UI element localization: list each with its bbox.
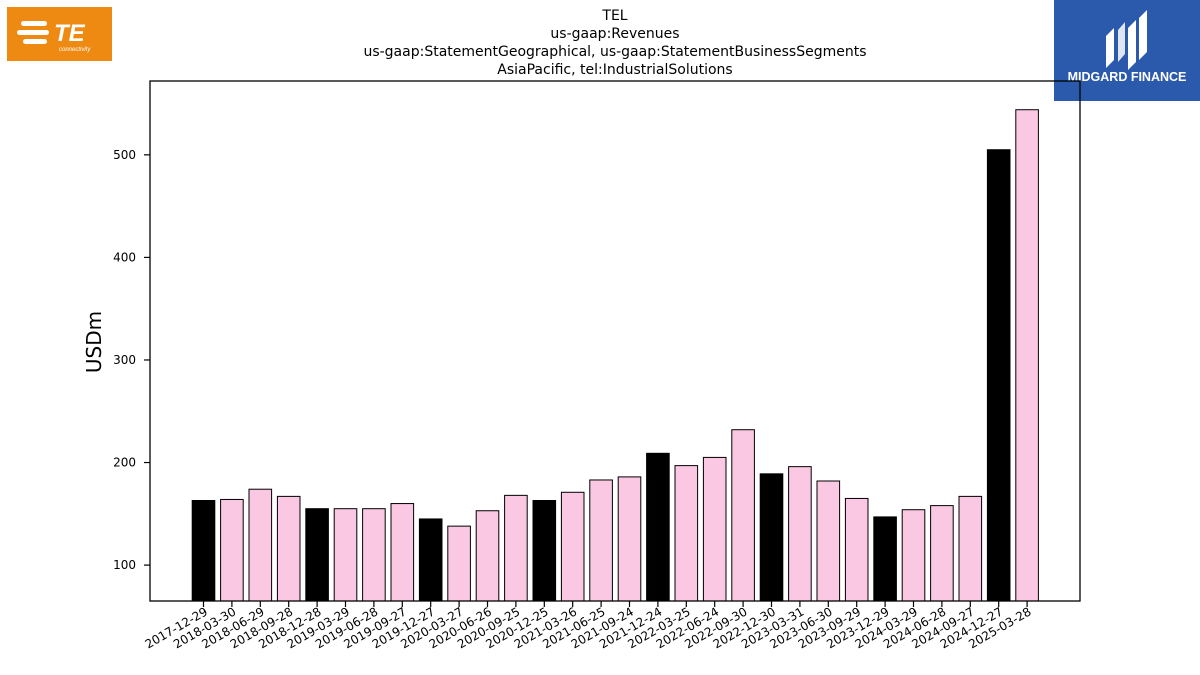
chart-title: TEL	[602, 8, 628, 24]
y-axis-label: USDm	[82, 311, 106, 373]
chart-subtitle-metric: us-gaap:Revenues	[550, 26, 680, 42]
chart-subtitle-members: AsiaPacific, tel:IndustrialSolutions	[497, 62, 733, 78]
bar-2023-06-30	[816, 480, 841, 602]
bar-2022-06-24	[702, 456, 727, 602]
bar-2018-03-30	[220, 498, 244, 602]
bar-2018-06-29	[248, 488, 273, 602]
bar-2020-03-27	[447, 525, 471, 602]
bar-2019-06-28	[362, 508, 386, 602]
midgard-logo-text: MIDGARD FINANCE	[1068, 70, 1187, 84]
bar-2021-09-24	[617, 476, 642, 602]
bar-2019-03-29	[333, 508, 358, 602]
bar-2024-03-29	[901, 509, 926, 602]
bar-2019-12-27	[418, 518, 443, 602]
bar-2021-06-25	[589, 479, 613, 602]
bar-2020-09-25	[504, 494, 528, 602]
x-axis: 2017-12-292018-03-302018-06-292018-09-28…	[143, 601, 1034, 651]
bar-2022-03-25	[674, 465, 699, 602]
chart-title-block: TEL us-gaap:Revenues us-gaap:StatementGe…	[150, 7, 1080, 79]
te-logo-text: TE	[54, 20, 86, 47]
bar-2025-03-28	[1015, 109, 1039, 602]
y-tick-label: 300	[113, 353, 136, 367]
y-tick-label: 500	[113, 148, 136, 162]
bar-2019-09-27	[390, 503, 415, 602]
midgard-logo-mark: MIDGARD FINANCE	[1068, 10, 1187, 84]
midgard-finance-logo: MIDGARD FINANCE	[1054, 0, 1200, 101]
bar-2024-06-28	[930, 505, 954, 602]
chart-subtitle-axes: us-gaap:StatementGeographical, us-gaap:S…	[363, 44, 867, 60]
bar-2020-12-25	[532, 499, 557, 602]
bar-2023-03-31	[788, 466, 812, 602]
bar-2021-03-26	[560, 491, 585, 602]
te-logo-mark: TE connectivity	[17, 20, 91, 53]
te-logo-subtext: connectivity	[59, 47, 91, 53]
bar-2024-09-27	[958, 495, 983, 602]
bar-2022-12-30	[759, 473, 784, 602]
y-tick-label: 400	[113, 250, 136, 264]
plot-frame	[149, 80, 1081, 602]
y-tick-label: 200	[113, 456, 136, 470]
y-axis: 100 200 300 400 500	[113, 148, 150, 572]
bar-2021-12-24	[646, 452, 670, 602]
te-connectivity-logo: TE connectivity	[7, 7, 112, 61]
bar-2020-06-26	[475, 510, 500, 602]
bar-2023-12-29	[873, 516, 897, 602]
bar-2017-12-29	[191, 499, 216, 602]
bar-2023-09-29	[844, 497, 869, 602]
bar-2018-12-28	[305, 508, 329, 602]
bar-2024-12-27	[986, 149, 1011, 602]
bar-series	[191, 109, 1039, 602]
bar-2022-09-30	[731, 429, 755, 602]
y-tick-label: 100	[113, 558, 136, 572]
bar-2018-09-28	[276, 495, 301, 602]
